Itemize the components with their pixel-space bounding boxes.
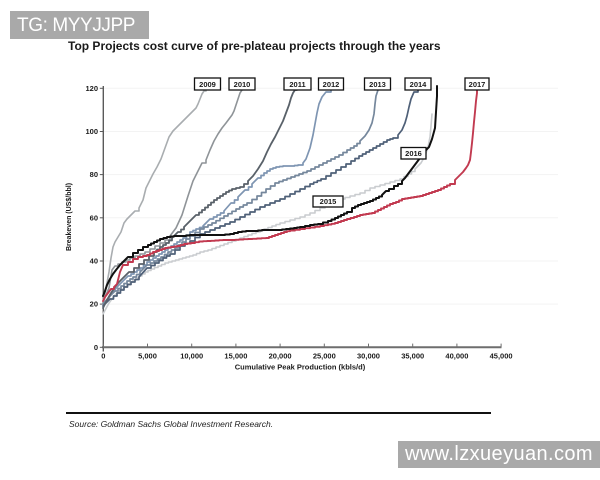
svg-text:40: 40 — [90, 257, 98, 266]
svg-text:0: 0 — [101, 352, 105, 361]
svg-text:20: 20 — [90, 300, 98, 309]
svg-text:2017: 2017 — [469, 80, 486, 89]
svg-text:10,000: 10,000 — [180, 352, 203, 361]
svg-text:0: 0 — [94, 343, 98, 352]
svg-text:2014: 2014 — [410, 80, 428, 89]
svg-text:2010: 2010 — [234, 80, 251, 89]
svg-text:2011: 2011 — [289, 80, 305, 89]
svg-text:2009: 2009 — [199, 80, 216, 89]
svg-text:30,000: 30,000 — [357, 352, 380, 361]
svg-text:120: 120 — [85, 84, 98, 93]
svg-text:100: 100 — [85, 127, 98, 136]
svg-text:Cumulative Peak Production (kb: Cumulative Peak Production (kbls/d) — [235, 363, 366, 372]
svg-text:2015: 2015 — [320, 197, 337, 206]
svg-text:25,000: 25,000 — [313, 352, 336, 361]
svg-text:5,000: 5,000 — [138, 352, 157, 361]
svg-text:2013: 2013 — [369, 80, 386, 89]
svg-text:60: 60 — [90, 213, 98, 222]
svg-text:15,000: 15,000 — [224, 352, 247, 361]
svg-text:2012: 2012 — [323, 80, 340, 89]
svg-text:40,000: 40,000 — [445, 352, 468, 361]
svg-text:20,000: 20,000 — [269, 352, 292, 361]
svg-text:45,000: 45,000 — [490, 352, 513, 361]
svg-text:35,000: 35,000 — [401, 352, 424, 361]
svg-text:2016: 2016 — [405, 149, 422, 158]
svg-text:Breakeven (US$/bbl): Breakeven (US$/bbl) — [66, 183, 73, 251]
svg-text:80: 80 — [90, 170, 98, 179]
